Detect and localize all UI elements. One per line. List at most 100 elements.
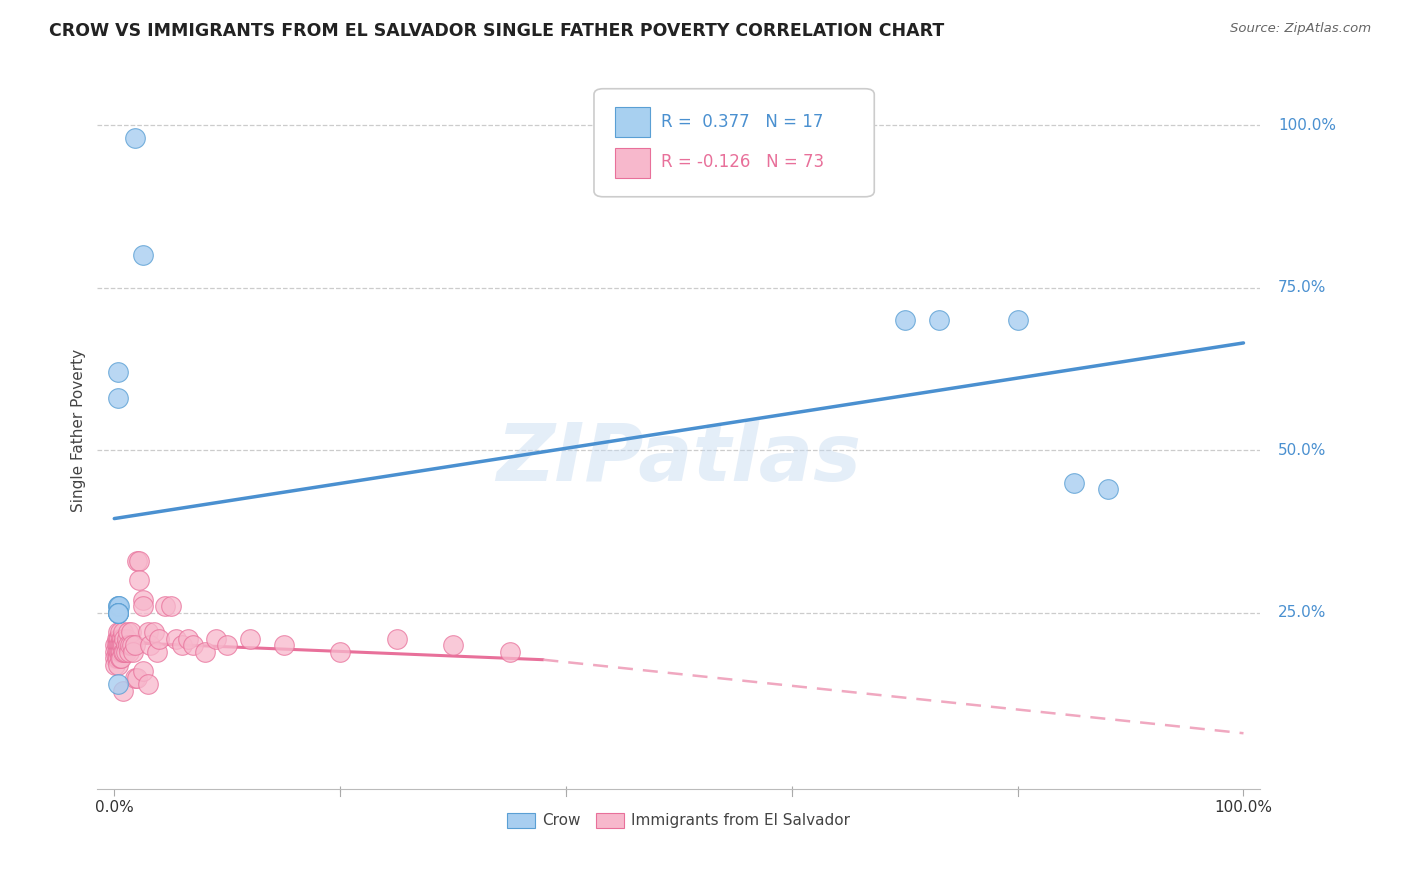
Point	[107, 365, 129, 379]
Point	[110, 651, 132, 665]
Point	[104, 645, 127, 659]
Point	[170, 639, 193, 653]
Point	[104, 639, 127, 653]
Point	[107, 632, 129, 646]
Point	[136, 625, 159, 640]
Text: 50.0%: 50.0%	[1278, 442, 1326, 458]
Point	[111, 639, 134, 653]
Point	[159, 599, 181, 614]
Point	[217, 639, 239, 653]
Point	[114, 645, 136, 659]
Point	[111, 632, 134, 646]
Point	[194, 645, 217, 659]
Point	[385, 632, 408, 646]
Point	[1063, 475, 1085, 490]
Point	[124, 639, 146, 653]
Point	[105, 639, 128, 653]
Y-axis label: Single Father Poverty: Single Father Poverty	[72, 349, 86, 512]
Point	[329, 645, 352, 659]
Point	[114, 639, 136, 653]
Point	[893, 313, 915, 327]
Point	[104, 657, 127, 672]
Point	[112, 639, 135, 653]
Point	[131, 593, 153, 607]
Point	[105, 632, 128, 646]
Point	[118, 645, 141, 659]
Point	[104, 651, 127, 665]
Point	[139, 639, 162, 653]
Point	[146, 645, 169, 659]
Point	[1097, 483, 1119, 497]
Point	[122, 645, 145, 659]
Text: R =  0.377   N = 17: R = 0.377 N = 17	[661, 112, 824, 130]
Point	[125, 671, 148, 685]
Point	[112, 625, 135, 640]
Point	[114, 632, 136, 646]
Point	[107, 639, 129, 653]
Point	[107, 606, 129, 620]
Point	[112, 684, 135, 698]
Point	[498, 645, 520, 659]
Point	[239, 632, 262, 646]
Point	[108, 639, 131, 653]
Point	[165, 632, 187, 646]
Point	[107, 677, 129, 691]
Point	[107, 391, 129, 405]
Point	[183, 639, 205, 653]
Point	[131, 665, 153, 679]
Point	[107, 632, 129, 646]
Point	[273, 639, 295, 653]
Point	[105, 645, 128, 659]
Point	[928, 313, 950, 327]
Point	[125, 554, 148, 568]
Point	[108, 625, 131, 640]
Point	[107, 606, 129, 620]
Text: CROW VS IMMIGRANTS FROM EL SALVADOR SINGLE FATHER POVERTY CORRELATION CHART: CROW VS IMMIGRANTS FROM EL SALVADOR SING…	[49, 22, 945, 40]
Point	[110, 639, 132, 653]
Point	[107, 599, 129, 614]
Point	[1007, 313, 1029, 327]
Point	[441, 639, 464, 653]
Point	[205, 632, 228, 646]
FancyBboxPatch shape	[593, 88, 875, 197]
Point	[107, 606, 129, 620]
Text: 100.0%: 100.0%	[1278, 118, 1336, 133]
Point	[107, 599, 129, 614]
Point	[107, 645, 129, 659]
Point	[120, 639, 142, 653]
Point	[114, 645, 136, 659]
Text: 75.0%: 75.0%	[1278, 280, 1326, 295]
Point	[117, 639, 139, 653]
Point	[105, 651, 128, 665]
Point	[107, 645, 129, 659]
Point	[110, 645, 132, 659]
Point	[107, 606, 129, 620]
Point	[112, 645, 135, 659]
Text: ZIPatlas: ZIPatlas	[496, 420, 862, 499]
Text: 25.0%: 25.0%	[1278, 606, 1326, 621]
Text: Source: ZipAtlas.com: Source: ZipAtlas.com	[1230, 22, 1371, 36]
Point	[110, 632, 132, 646]
Point	[108, 651, 131, 665]
Bar	[614, 107, 650, 137]
Point	[124, 131, 146, 145]
Point	[131, 248, 153, 262]
Point	[124, 671, 146, 685]
Point	[153, 599, 176, 614]
Bar	[614, 148, 650, 178]
Point	[117, 625, 139, 640]
Point	[115, 632, 138, 646]
Point	[107, 639, 129, 653]
Point	[128, 554, 150, 568]
Point	[107, 599, 129, 614]
Point	[148, 632, 170, 646]
Point	[176, 632, 198, 646]
Point	[142, 625, 165, 640]
Point	[107, 657, 129, 672]
Point	[120, 625, 142, 640]
Legend: Crow, Immigrants from El Salvador: Crow, Immigrants from El Salvador	[502, 806, 856, 835]
Point	[108, 645, 131, 659]
Text: R = -0.126   N = 73: R = -0.126 N = 73	[661, 153, 824, 171]
Point	[121, 639, 143, 653]
Point	[107, 625, 129, 640]
